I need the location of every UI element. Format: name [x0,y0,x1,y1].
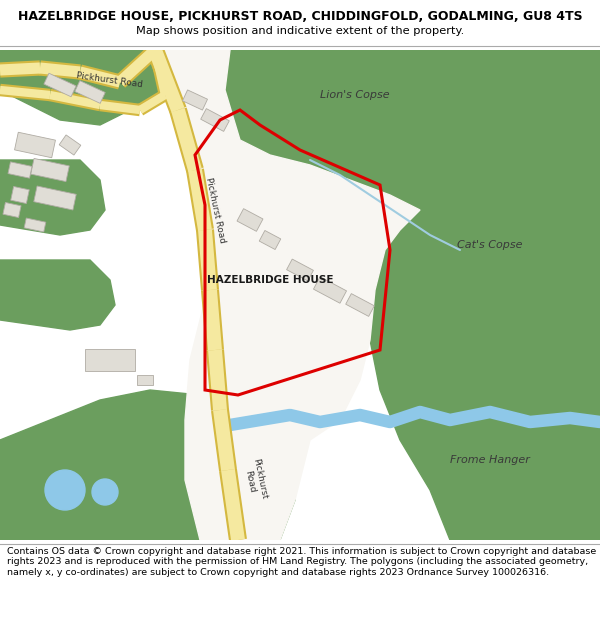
Polygon shape [370,210,600,540]
Polygon shape [0,50,145,125]
Polygon shape [14,132,55,158]
Polygon shape [313,277,347,303]
Polygon shape [34,186,76,210]
Text: Cat's Copse: Cat's Copse [457,240,523,250]
Polygon shape [137,375,153,385]
Polygon shape [237,209,263,231]
Polygon shape [24,218,46,232]
Polygon shape [85,50,175,110]
Polygon shape [59,135,81,155]
Polygon shape [75,81,105,103]
Circle shape [45,470,85,510]
Polygon shape [201,109,229,131]
Text: Map shows position and indicative extent of the property.: Map shows position and indicative extent… [136,26,464,36]
Circle shape [92,479,118,505]
Text: HAZELBRIDGE HOUSE, PICKHURST ROAD, CHIDDINGFOLD, GODALMING, GU8 4TS: HAZELBRIDGE HOUSE, PICKHURST ROAD, CHIDD… [17,10,583,23]
Polygon shape [85,349,135,371]
Polygon shape [11,186,29,204]
Text: Contains OS data © Crown copyright and database right 2021. This information is : Contains OS data © Crown copyright and d… [7,547,596,577]
Polygon shape [160,50,420,540]
Text: Pickhurst Road: Pickhurst Road [203,176,226,244]
Text: Lion's Copse: Lion's Copse [320,90,390,100]
Polygon shape [0,260,115,330]
Polygon shape [31,158,69,182]
Polygon shape [346,294,374,316]
Text: HAZELBRIDGE HOUSE: HAZELBRIDGE HOUSE [207,275,333,285]
Polygon shape [287,259,313,281]
Polygon shape [8,162,32,178]
Text: Pickhurst Road: Pickhurst Road [76,71,144,89]
Polygon shape [259,231,281,249]
Polygon shape [0,160,105,235]
Polygon shape [44,73,76,97]
Polygon shape [3,202,21,217]
Text: Frome Hanger: Frome Hanger [450,455,530,465]
Polygon shape [182,90,208,110]
Polygon shape [0,390,295,540]
Text: Pickhurst
Road: Pickhurst Road [241,458,269,503]
Polygon shape [220,50,600,240]
